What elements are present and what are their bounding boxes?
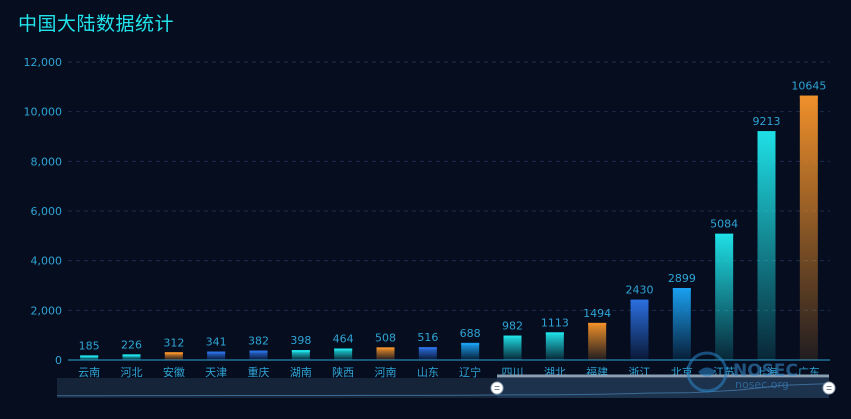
bar[interactable]	[588, 322, 607, 360]
bar-cap	[291, 350, 310, 353]
y-tick-label: 2,000	[31, 304, 63, 317]
bar-cap	[164, 352, 183, 355]
data-label: 2430	[626, 284, 654, 297]
bar-cap	[545, 332, 564, 335]
x-tick-label: 安徽	[163, 365, 185, 379]
y-tick-label: 4,000	[31, 255, 63, 268]
bar-cap	[672, 288, 691, 291]
bar[interactable]	[757, 131, 776, 360]
bar[interactable]	[291, 350, 310, 360]
bar[interactable]	[418, 347, 437, 360]
bar-cap	[799, 95, 818, 98]
data-label: 982	[502, 320, 523, 333]
data-label: 5084	[710, 218, 738, 231]
datazoom-handle-right[interactable]	[822, 381, 836, 395]
bar[interactable]	[503, 335, 522, 360]
bar-cap	[376, 347, 395, 350]
bar[interactable]	[672, 288, 691, 360]
x-tick-label: 湖南	[290, 366, 312, 379]
bar-cap	[757, 131, 776, 134]
bar[interactable]	[207, 351, 226, 360]
datazoom-window[interactable]	[497, 378, 829, 398]
watermark-brand: NOSEC	[733, 361, 798, 381]
data-label: 464	[333, 332, 354, 345]
bar-cap	[418, 347, 437, 350]
bar[interactable]	[164, 352, 183, 360]
bar-cap	[503, 335, 522, 338]
data-label: 185	[79, 339, 100, 352]
bar[interactable]	[80, 355, 99, 360]
data-label: 2899	[668, 272, 696, 285]
data-label: 341	[206, 336, 227, 349]
x-tick-label: 山东	[417, 366, 439, 379]
bar-cap	[588, 322, 607, 325]
x-tick-label: 陕西	[332, 365, 354, 379]
chart-title: 中国大陆数据统计	[18, 13, 175, 35]
data-label: 312	[163, 336, 184, 349]
data-label: 688	[460, 327, 481, 340]
data-label: 1113	[541, 316, 569, 329]
bar-cap	[122, 354, 141, 357]
x-tick-label: 云南	[78, 366, 100, 379]
nosec-logo-icon	[686, 351, 728, 393]
data-label: 398	[290, 334, 311, 347]
y-tick-label: 6,000	[31, 205, 63, 218]
data-label: 508	[375, 331, 396, 344]
watermark-site: nosec.org	[735, 378, 789, 391]
bar-cap	[630, 299, 649, 302]
bar[interactable]	[249, 350, 268, 360]
bar-cap	[715, 233, 734, 236]
datazoom-handle-left[interactable]	[490, 381, 504, 395]
x-tick-label: 河南	[375, 366, 397, 379]
bar[interactable]	[715, 233, 734, 360]
data-label: 516	[417, 331, 438, 344]
bar[interactable]	[461, 342, 480, 360]
bar[interactable]	[799, 95, 818, 360]
y-tick-label: 8,000	[31, 155, 63, 168]
bar[interactable]	[630, 299, 649, 360]
bar[interactable]	[334, 348, 353, 360]
data-label: 382	[248, 335, 269, 348]
data-label: 9213	[753, 115, 781, 128]
data-label: 226	[121, 338, 142, 351]
datazoom-sparkline	[56, 383, 830, 397]
y-tick-label: 0	[55, 354, 62, 367]
bar[interactable]	[376, 347, 395, 360]
bar[interactable]	[122, 354, 141, 360]
bar-cap	[80, 355, 99, 358]
x-tick-label: 河北	[121, 366, 143, 379]
data-label: 1494	[583, 307, 611, 320]
bar-cap	[461, 342, 480, 345]
bar-cap	[207, 351, 226, 354]
y-tick-label: 10,000	[24, 106, 63, 119]
bar-cap	[334, 348, 353, 351]
data-label: 10645	[791, 80, 826, 93]
bar-cap	[249, 350, 268, 353]
bar[interactable]	[545, 332, 564, 360]
x-tick-label: 天津	[205, 366, 227, 379]
y-tick-label: 12,000	[24, 56, 63, 69]
x-tick-label: 辽宁	[459, 365, 481, 379]
x-tick-label: 重庆	[248, 365, 270, 379]
